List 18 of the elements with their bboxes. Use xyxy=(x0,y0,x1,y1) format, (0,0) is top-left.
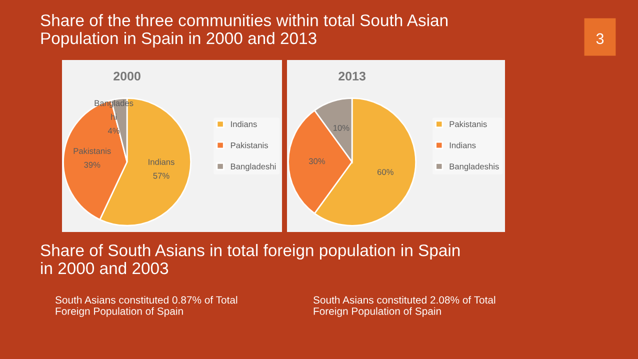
chart-title: 2013 xyxy=(338,72,366,81)
data-label: 10% xyxy=(334,124,350,131)
data-label: Indians 57% xyxy=(148,158,174,179)
text: 3 xyxy=(596,33,604,44)
chart-title: 2000 xyxy=(114,72,140,81)
legend-label: Bangladeshi xyxy=(230,163,276,172)
legend-label: Indians xyxy=(450,142,476,148)
legend-label: Pakistanis xyxy=(450,120,487,128)
text: Share of the three communities within total South Asian Population in Spain in 2000 and 2013 xyxy=(40,14,448,48)
legend-label: Pakistanis xyxy=(230,142,268,148)
text: South Asians constituted 0.87% of Total Foreign Population of Spain xyxy=(55,296,238,317)
text: Share of South Asians in total foreign population in Spain in 2000 and 2003 xyxy=(40,244,460,274)
data-label: 30% xyxy=(308,158,326,164)
legend-label: Bangladeshis xyxy=(450,163,499,172)
data-label: 60% xyxy=(377,169,394,175)
text: South Asians constituted 2.08% of Total Foreign Population of Spain xyxy=(313,296,496,317)
legend-label: Indians xyxy=(231,120,257,128)
data-label: Pakistanis 39% xyxy=(74,148,111,168)
